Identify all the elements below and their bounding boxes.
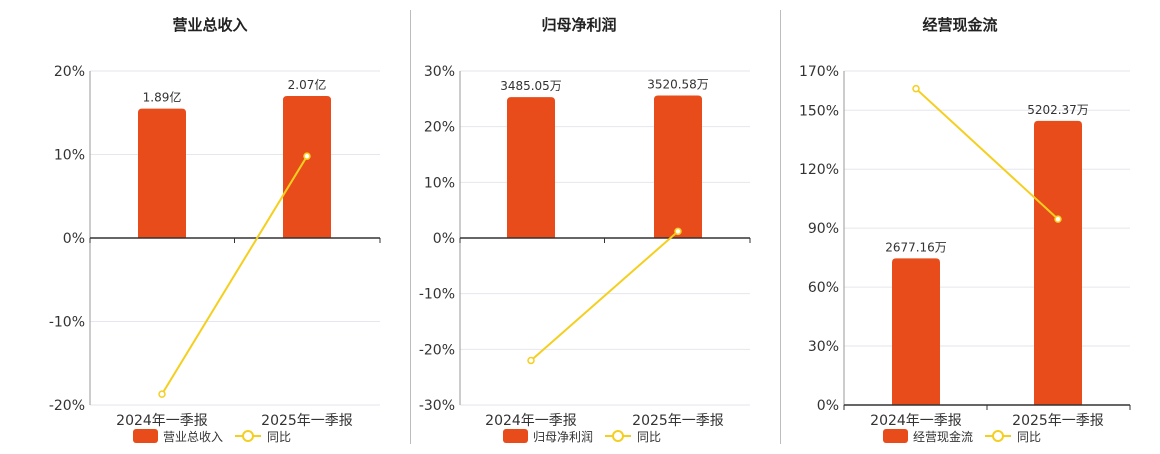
- bar-value-label: 2.07亿: [288, 77, 327, 92]
- bar-value-label: 3485.05万: [500, 79, 562, 93]
- yoy-line: [161, 155, 308, 395]
- legend-line-marker: [992, 430, 1004, 442]
- bar-value-label: 3520.58万: [647, 77, 709, 91]
- yoy-line: [530, 230, 679, 362]
- bar: [283, 96, 331, 238]
- y-tick-label: 30%: [808, 339, 839, 355]
- chart-title: 经营现金流: [922, 16, 997, 34]
- chart-svg: 营业总收入 -20% -10% 0% 10% 20% 1.89亿 2.07亿 2024年一季报 2…: [49, 16, 381, 444]
- chart-svg: 归母净利润 -30% -20% -10% 0% 10% 20% 30% 3485.05万 3520…: [419, 16, 751, 444]
- x-tick-label: 2024年一季报: [485, 413, 577, 429]
- divider: [780, 10, 781, 444]
- y-tick-label: 20%: [54, 64, 85, 80]
- y-tick-label: 170%: [799, 64, 839, 80]
- legend-bar-swatch: [503, 429, 528, 443]
- bar: [507, 97, 555, 238]
- yoy-point: [303, 152, 311, 160]
- bar-value-label: 1.89亿: [143, 90, 182, 105]
- legend-label: 同比: [1017, 430, 1041, 444]
- y-tick-label: 150%: [799, 103, 839, 119]
- yoy-point: [527, 356, 535, 365]
- chart-panel-cash-flow: 经营现金流 0% 30% 60% 90% 120% 150% 170% 2677.16万 5202…: [781, 0, 1160, 450]
- legend-label: 归母净利润: [533, 430, 593, 444]
- divider: [410, 10, 411, 444]
- y-tick-label: 0%: [817, 398, 839, 414]
- y-tick-label: 0%: [63, 231, 85, 247]
- yoy-point: [912, 84, 920, 93]
- yoy-point: [1054, 215, 1062, 223]
- y-tick-label: 30%: [424, 64, 455, 80]
- legend-label: 同比: [637, 430, 661, 444]
- y-tick-label: 20%: [424, 120, 455, 136]
- y-tick-label: -20%: [419, 342, 455, 358]
- legend-line-marker: [612, 430, 624, 442]
- x-tick-label: 2025年一季报: [1012, 413, 1104, 429]
- y-tick-label: -20%: [49, 398, 85, 414]
- legend-label: 经营现金流: [913, 429, 973, 444]
- x-tick-label: 2025年一季报: [632, 413, 724, 429]
- y-tick-label: 10%: [54, 148, 85, 164]
- legend-label: 同比: [267, 430, 291, 444]
- yoy-line: [915, 87, 1059, 220]
- yoy-point: [158, 390, 166, 398]
- chart-panel-revenue: 营业总收入 -20% -10% 0% 10% 20% 1.89亿 2.07亿 2024年一季报 2…: [0, 0, 410, 450]
- bar: [138, 108, 186, 238]
- chart-title: 归母净利润: [541, 16, 616, 34]
- bar-value-label: 5202.37万: [1027, 103, 1089, 117]
- y-tick-label: 60%: [808, 280, 839, 296]
- chart-panel-net-profit: 归母净利润 -30% -20% -10% 0% 10% 20% 30% 3485.05万 3520…: [411, 0, 780, 450]
- x-tick-label: 2024年一季报: [870, 413, 962, 429]
- legend-line-marker: [242, 430, 254, 442]
- y-tick-label: 90%: [808, 221, 839, 237]
- chart-svg: 经营现金流 0% 30% 60% 90% 120% 150% 170% 2677.16万 5202…: [799, 16, 1131, 444]
- x-tick-label: 2025年一季报: [261, 413, 353, 429]
- legend-bar-swatch: [133, 429, 158, 443]
- bar: [654, 95, 702, 238]
- legend-bar-swatch: [883, 429, 908, 443]
- y-tick-label: 10%: [424, 175, 455, 191]
- chart-title: 营业总收入: [172, 16, 247, 34]
- bar-value-label: 2677.16万: [885, 240, 947, 254]
- yoy-point: [674, 227, 682, 236]
- y-tick-label: -10%: [419, 287, 455, 303]
- bar: [892, 258, 940, 405]
- legend-label: 营业总收入: [163, 430, 223, 444]
- y-tick-label: 120%: [799, 162, 839, 178]
- y-tick-label: -30%: [419, 398, 455, 414]
- y-tick-label: -10%: [49, 315, 85, 331]
- y-tick-label: 0%: [433, 231, 455, 247]
- bar: [1034, 120, 1082, 405]
- x-tick-label: 2024年一季报: [116, 413, 208, 429]
